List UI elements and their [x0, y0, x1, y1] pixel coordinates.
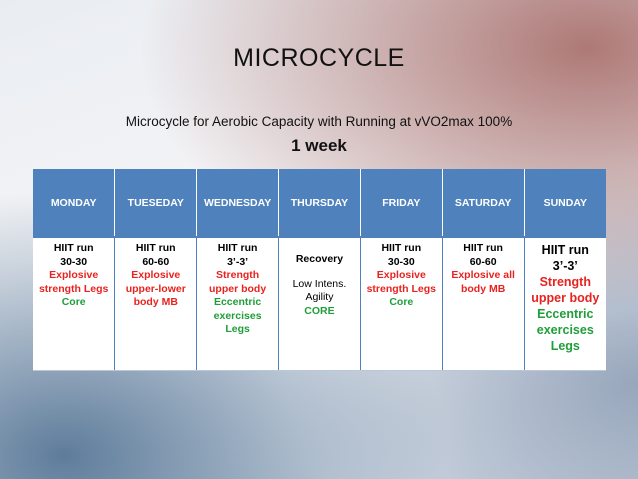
activity-line: 3’-3’: [552, 259, 578, 273]
activity-line: upper body: [209, 282, 267, 295]
plan-row: HIIT run 30-30 Explosive strength Legs C…: [33, 236, 606, 371]
activity-line: upper body: [531, 291, 600, 305]
activity-line: HIIT run: [541, 243, 589, 257]
activity-line: Explosive: [49, 269, 99, 281]
activity-line: HIIT run: [53, 242, 94, 254]
activity-line: Core: [61, 296, 86, 308]
header-wednesday: WEDNESDAY: [196, 169, 280, 237]
activity-line: Eccentric: [213, 296, 262, 308]
activity-line: Strength: [216, 269, 260, 281]
header-saturday: SATURDAY: [441, 169, 525, 237]
spacer: [281, 267, 358, 278]
cell-saturday: HIIT run 60-60 Explosive all body MB: [441, 236, 525, 371]
slide-subtitle: Microcycle for Aerobic Capacity with Run…: [125, 114, 513, 129]
cell-sunday: HIIT run 3’-3’ Strength upper body Eccen…: [523, 236, 606, 371]
activity-line: HIIT run: [135, 242, 176, 254]
activity-line: 30-30: [60, 255, 88, 268]
activity-line: Low Intens.: [292, 277, 347, 290]
cell-tuesday: HIIT run 60-60 Explosive upper-lower bod…: [114, 236, 198, 371]
activity-line: HIIT run: [381, 242, 422, 254]
activity-line: upper-lower: [125, 282, 186, 295]
activity-line: strength Legs: [366, 282, 437, 295]
activity-line: Eccentric: [537, 307, 594, 321]
activity-line: strength Legs: [38, 282, 109, 295]
activity-line: Legs: [550, 339, 580, 353]
activity-line: exercises: [213, 309, 262, 322]
activity-line: Explosive all: [451, 269, 515, 281]
activity-line: Explosive: [131, 269, 181, 281]
header-row: MONDAY TUESEDAY WEDNESDAY THURSDAY FRIDA…: [33, 169, 606, 237]
slide-title: MICROCYCLE: [233, 44, 405, 72]
header-thursday: THURSDAY: [278, 169, 361, 237]
activity-line: 3’-3’: [227, 255, 249, 268]
activity-line: body MB: [460, 282, 506, 295]
activity-line: Recovery: [295, 253, 344, 265]
activity-line: 60-60: [469, 255, 497, 268]
spacer: [281, 242, 358, 253]
activity-line: HIIT run: [217, 242, 258, 254]
activity-line: HIIT run: [463, 242, 503, 254]
activity-line: 60-60: [142, 255, 170, 268]
header-friday: FRIDAY: [359, 169, 443, 237]
activity-line: Core: [389, 296, 414, 308]
cell-wednesday: HIIT run 3’-3’ Strength upper body Eccen…: [196, 236, 280, 371]
header-sunday: SUNDAY: [523, 169, 606, 237]
activity-line: body MB: [133, 296, 178, 308]
activity-line: Strength: [539, 275, 591, 289]
header-monday: MONDAY: [33, 169, 116, 237]
activity-line: exercises: [536, 323, 594, 337]
activity-line: Legs: [225, 323, 250, 335]
microcycle-table: MONDAY TUESEDAY WEDNESDAY THURSDAY FRIDA…: [33, 169, 606, 371]
duration-label: 1 week: [291, 136, 347, 155]
cell-friday: HIIT run 30-30 Explosive strength Legs C…: [359, 236, 443, 371]
activity-line: Agility: [305, 291, 334, 303]
activity-line: CORE: [304, 304, 335, 317]
cell-monday: HIIT run 30-30 Explosive strength Legs C…: [33, 236, 116, 371]
activity-line: Explosive: [376, 269, 426, 281]
cell-thursday: Recovery Low Intens. Agility CORE: [278, 236, 361, 371]
header-tuesday: TUESEDAY: [114, 169, 198, 237]
activity-line: 30-30: [387, 255, 415, 268]
